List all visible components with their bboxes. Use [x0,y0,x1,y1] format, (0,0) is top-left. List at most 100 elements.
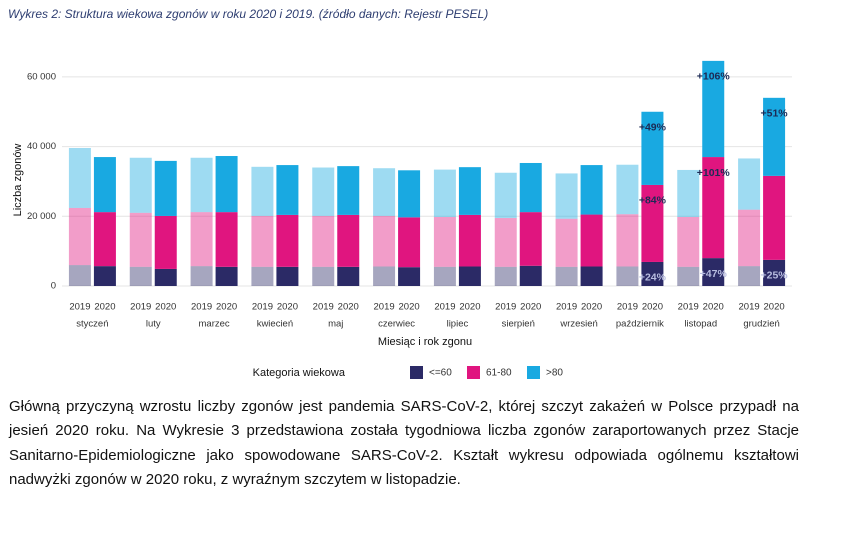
bar-segment [251,166,274,216]
year-label: 2020 [277,302,298,313]
bar-segment [154,268,177,286]
year-label: 2020 [155,302,176,313]
bar-segment [494,266,517,286]
x-axis-title: Miesiąc i rok zgonu [378,336,472,348]
annotation: +24% [639,272,667,284]
annotation: +51% [761,108,789,120]
bar-segment [616,266,639,286]
annotation: +49% [639,122,667,134]
legend-label: <=60 [429,368,452,379]
bar-segment [398,267,421,286]
bar-segment [276,165,299,215]
year-label: 2019 [617,302,638,313]
bar-segment [580,266,603,286]
bar-segment [312,215,335,267]
year-label: 2019 [313,302,334,313]
x-tick-label: wrzesień [559,319,598,330]
x-tick-label: październik [616,319,664,330]
bar-segment [433,169,456,217]
year-label: 2020 [581,302,602,313]
bar-segment [738,209,761,267]
annotation: +47% [700,268,728,280]
year-label: 2020 [216,302,237,313]
year-label: 2020 [642,302,663,313]
bar-segment [68,148,91,208]
annotation: +106% [697,71,731,83]
y-axis-title: Liczba zgonów [12,144,24,217]
bar-segment [337,166,360,215]
x-tick-label: lipiec [447,319,469,330]
figure-caption: Wykres 2: Struktura wiekowa zgonów w rok… [8,7,489,21]
y-tick-label: 0 [51,281,56,292]
year-label: 2019 [69,302,90,313]
y-tick-label: 40 000 [27,141,56,152]
year-label: 2020 [338,302,359,313]
bar-segment [458,214,481,267]
bar-segment [519,162,542,213]
year-label: 2019 [252,302,273,313]
y-tick-label: 60 000 [27,71,56,82]
bar-segment [763,175,786,260]
bar-segment [458,266,481,286]
legend-title: Kategoria wiekowa [253,367,346,379]
year-label: 2020 [459,302,480,313]
year-label: 2019 [374,302,395,313]
bar-segment [129,266,152,286]
bar-segment [398,170,421,218]
bar-segment [519,212,542,266]
bar-segment [677,266,700,286]
bar-segment [276,266,299,286]
year-label: 2019 [495,302,516,313]
x-tick-label: luty [146,319,161,330]
year-label: 2019 [678,302,699,313]
bar-segment [580,165,603,215]
annotation: +25% [761,270,789,282]
bar-segment [555,266,578,286]
bar-segment [702,60,725,158]
bar-segment [519,265,542,286]
bar-segment [154,215,177,269]
bar-segment [763,259,786,286]
x-tick-label: kwiecień [257,319,293,330]
bar-segment [641,261,664,286]
year-label: 2020 [94,302,115,313]
legend-label: >80 [546,368,563,379]
year-label: 2019 [130,302,151,313]
x-tick-label: sierpień [502,319,535,330]
paragraph: Główną przyczyną wzrostu liczby zgonów j… [9,398,799,489]
bar-segment [398,217,421,268]
bar-segment [458,167,481,215]
bar-segment [93,266,116,286]
bar-segment [68,207,91,266]
bar-segment [190,212,213,267]
year-label: 2019 [556,302,577,313]
bar-segment [154,160,177,216]
bar-segment [68,265,91,286]
bar-segment [494,172,517,219]
bar-segment [677,217,700,267]
bar-segment [555,218,578,267]
bar-segment [312,167,335,216]
bar-segment [677,169,700,217]
bar-segment [190,266,213,286]
year-label: 2019 [434,302,455,313]
bar-segment [555,173,578,219]
bar-segment [129,157,152,213]
legend-swatch [467,366,480,379]
bar-segment [337,214,360,267]
bar-segment [763,97,786,176]
year-label: 2019 [739,302,760,313]
legend-swatch [527,366,540,379]
bar-segment [433,217,456,267]
bar-segment [494,218,517,267]
bar-segment [215,156,238,213]
x-tick-label: grudzień [743,319,779,330]
bar-segment [738,266,761,286]
x-tick-label: styczeń [76,319,108,330]
year-label: 2020 [520,302,541,313]
legend-swatch [410,366,423,379]
bar-segment [373,215,396,267]
bar-segment [641,184,664,262]
x-tick-label: listopad [684,319,717,330]
